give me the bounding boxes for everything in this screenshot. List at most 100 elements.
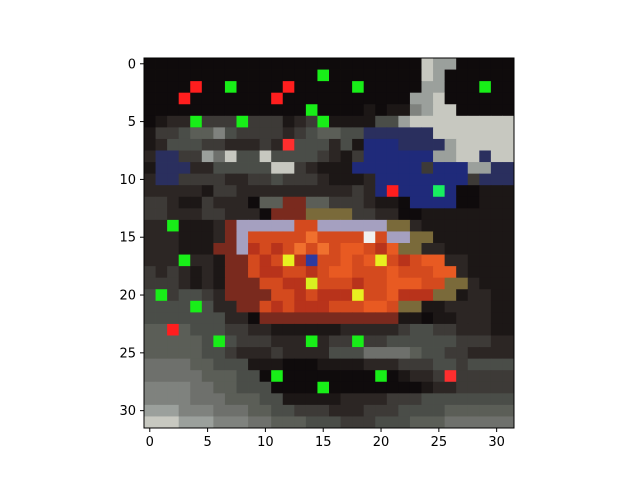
pixel-cell: [467, 381, 480, 394]
pixel-cell: [224, 335, 237, 348]
pixel-cell: [340, 69, 353, 82]
pixel-cell: [236, 243, 249, 255]
pixel-cell: [305, 416, 318, 429]
pixel-cell: [398, 92, 411, 105]
pixel-cell: [490, 231, 503, 244]
pixel-cell: [167, 162, 180, 175]
pixel-cell: [305, 150, 318, 163]
pixel-cell: [421, 138, 434, 151]
pixel-cell: [433, 69, 446, 82]
pixel-cell: [398, 335, 411, 348]
pixel-cell: [444, 358, 457, 371]
pixel-cell: [271, 381, 284, 394]
pixel-cell: [479, 243, 492, 255]
pixel-cell: [490, 277, 503, 290]
pixel-cell: [167, 416, 180, 429]
pixel-cell: [398, 266, 411, 279]
pixel-cell: [502, 300, 515, 313]
x-tick-label: 5: [203, 435, 211, 450]
pixel-cell: [375, 312, 388, 325]
pixel-cell: [282, 416, 295, 429]
pixel-cell: [190, 358, 203, 371]
pixel-cell: [386, 404, 399, 417]
pixel-cell: [444, 277, 457, 290]
pixel-cell: [363, 115, 376, 128]
pixel-cell: [294, 231, 307, 244]
pixel-cell: [386, 231, 399, 244]
pixel-cell: [167, 208, 180, 221]
highlighted-pixel: [282, 254, 295, 267]
pixel-cell: [490, 58, 503, 70]
pixel-cell: [340, 196, 353, 209]
pixel-cell: [352, 138, 365, 151]
pixel-cell: [444, 347, 457, 360]
pixel-cell: [444, 243, 457, 255]
highlighted-pixel: [224, 81, 237, 93]
pixel-cell: [444, 219, 457, 232]
pixel-cell: [213, 196, 226, 209]
pixel-cell: [224, 231, 237, 244]
pixel-cell: [282, 370, 295, 383]
pixel-cell: [224, 289, 237, 302]
pixel-cell: [167, 231, 180, 244]
pixel-cell: [224, 416, 237, 429]
pixel-cell: [386, 277, 399, 290]
pixel-cell: [317, 81, 330, 94]
pixel-cell: [317, 312, 330, 325]
pixel-cell: [282, 104, 295, 117]
pixel-cell: [248, 358, 261, 371]
pixel-cell: [409, 173, 422, 186]
highlighted-pixel: [190, 115, 202, 128]
pixel-cell: [282, 219, 295, 232]
pixel-cell: [375, 173, 388, 186]
pixel-cell: [201, 127, 214, 140]
pixel-cell: [467, 416, 480, 429]
pixel-cell: [386, 162, 399, 175]
pixel-cell: [352, 370, 365, 383]
pixel-cell: [282, 312, 295, 325]
pixel-cell: [433, 300, 446, 313]
pixel-cell: [363, 416, 376, 429]
pixel-cell: [421, 381, 434, 394]
pixel-cell: [340, 81, 353, 94]
pixel-cell: [421, 208, 434, 221]
pixel-cell: [409, 266, 422, 279]
pixel-cell: [144, 231, 156, 244]
pixel-cell: [259, 335, 272, 348]
pixel-cell: [167, 358, 180, 371]
pixel-cell: [259, 289, 272, 302]
pixel-cell: [398, 416, 411, 429]
pixel-cell: [433, 173, 446, 186]
pixel-cell: [224, 208, 237, 221]
pixel-cell: [375, 115, 388, 128]
pixel-cell: [433, 81, 446, 94]
pixel-cell: [444, 115, 457, 128]
pixel-cell: [201, 219, 214, 232]
pixel-cell: [201, 323, 214, 336]
pixel-cell: [398, 127, 411, 140]
pixel-cell: [271, 208, 284, 221]
pixel-cell: [421, 358, 434, 371]
highlighted-pixel: [167, 219, 179, 232]
pixel-cell: [294, 92, 307, 105]
pixel-cell: [144, 173, 156, 186]
pixel-cell: [305, 81, 318, 94]
pixel-cell: [421, 162, 434, 175]
pixel-cell: [305, 370, 318, 383]
pixel-cell: [352, 266, 365, 279]
pixel-cell: [398, 173, 411, 186]
pixel-cell: [178, 416, 191, 429]
pixel-cell: [352, 196, 365, 209]
pixel-cell: [467, 162, 480, 175]
pixel-cell: [502, 347, 515, 360]
pixel-cell: [421, 69, 434, 82]
pixel-cell: [167, 381, 180, 394]
pixel-cell: [248, 58, 261, 70]
pixel-cell: [363, 254, 376, 267]
pixel-cell: [282, 266, 295, 279]
pixel-cell: [236, 185, 249, 198]
pixel-cell: [433, 335, 446, 348]
pixel-cell: [467, 185, 480, 198]
pixel-cell: [352, 115, 365, 128]
